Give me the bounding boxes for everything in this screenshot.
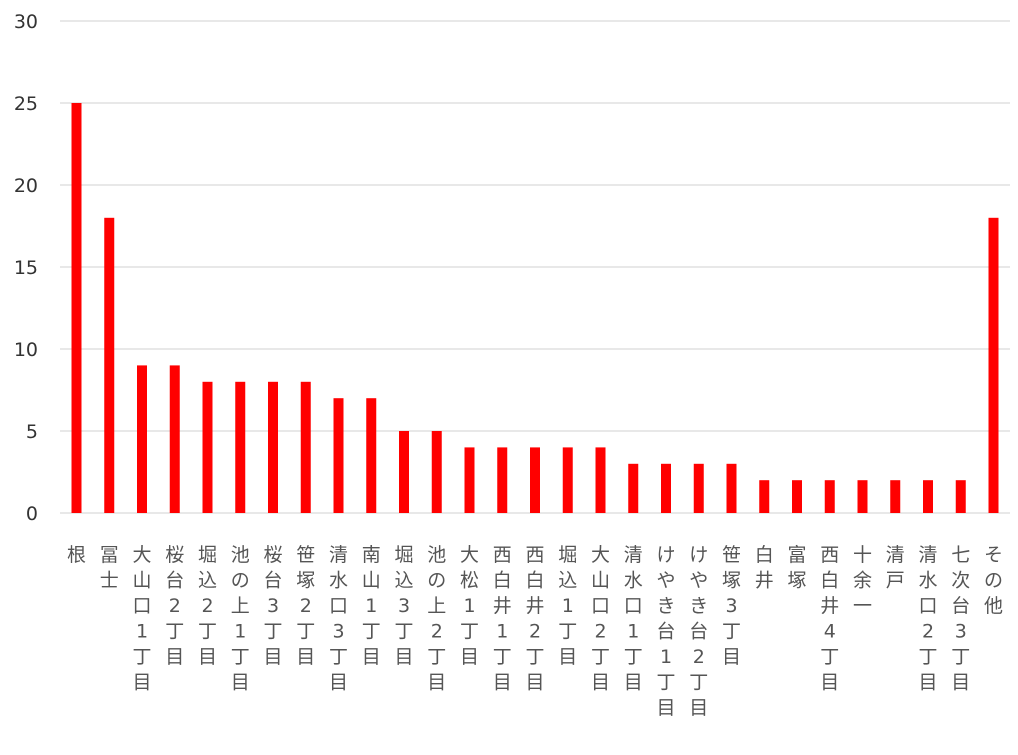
x-category-label: 池の上 2 丁目 [427,544,446,694]
bar [824,480,835,513]
y-tick-label: 0 [26,503,38,525]
y-tick-label: 25 [14,93,38,115]
x-category-label: 大山口 1 丁目 [132,544,151,694]
x-category-label: 桜台 2 丁目 [165,544,184,668]
bar [661,463,671,513]
x-category-label: 根 [67,544,86,566]
y-tick-label: 20 [14,175,38,197]
x-category-label: 七次台 3 丁目 [951,544,970,694]
bar [497,447,508,513]
x-category-label: 笹塚 3 丁目 [722,544,741,668]
x-category-label: 西白井 2 丁目 [525,544,544,694]
bar [726,463,737,513]
x-category-label: 笹塚 2 丁目 [296,544,315,668]
bar [988,217,999,514]
bar [562,447,573,513]
x-category-label: 大松 1 丁目 [460,544,479,668]
y-tick-label: 15 [14,257,38,279]
y-tick-label: 10 [14,339,38,361]
bar [792,480,802,513]
x-category-label: 堀込 1 丁目 [558,544,577,668]
x-category-label: けやき台 2 丁目 [689,544,708,719]
bar [923,480,933,513]
x-category-label: 池の上 1 丁目 [231,544,250,694]
bar [399,431,409,513]
x-category-label: 白井 [755,544,774,592]
bar [530,447,540,513]
x-category-label: 大山口 2 丁目 [591,544,610,694]
bar [300,381,311,513]
bar [431,431,442,513]
bar [464,447,475,513]
x-category-label: 堀込 2 丁目 [198,544,217,668]
bar [169,365,180,513]
bar [693,463,704,513]
bar [333,398,344,513]
x-category-label: 富塚 [787,544,806,592]
bar [366,398,377,513]
bar [71,103,82,513]
bar [202,381,213,513]
x-category-label: 十余一 [853,544,872,617]
bar [759,480,770,513]
x-category-label: 西白井 1 丁目 [493,544,512,694]
y-tick-label: 5 [26,421,38,443]
bar [857,480,868,513]
x-category-label: 冨士 [100,544,119,592]
bar [595,447,606,513]
x-category-label: 堀込 3 丁目 [394,544,413,668]
bar [268,381,278,513]
gridlines [60,20,1010,514]
y-axis-tick-labels: 0 5 10 15 20 25 30 [14,11,38,525]
bar [628,463,639,513]
x-category-label: 清水口 3 丁目 [329,544,348,694]
x-category-label: その他 [984,544,1003,617]
x-category-label: 桜台 3 丁目 [263,544,282,668]
bar [955,480,966,513]
bar [235,381,246,513]
bar [890,480,901,513]
bar [104,217,115,514]
x-category-label: 西白井 4 丁目 [820,544,839,694]
x-axis-category-labels: 根冨士大山口 1 丁目桜台 2 丁目堀込 2 丁目池の上 1 丁目桜台 3 丁目笹塚 2 丁目清水口 3 丁… [67,544,1003,719]
x-category-label: 清水口 2 丁目 [918,544,937,694]
y-tick-label: 30 [14,11,38,33]
x-category-label: 南山 1 丁目 [362,544,381,668]
x-category-label: けやき台 1 丁目 [656,544,675,719]
bars [71,103,999,514]
x-category-label: 清水口 1 丁目 [624,544,643,694]
x-category-label: 清戸 [886,544,905,592]
bar [137,365,147,513]
